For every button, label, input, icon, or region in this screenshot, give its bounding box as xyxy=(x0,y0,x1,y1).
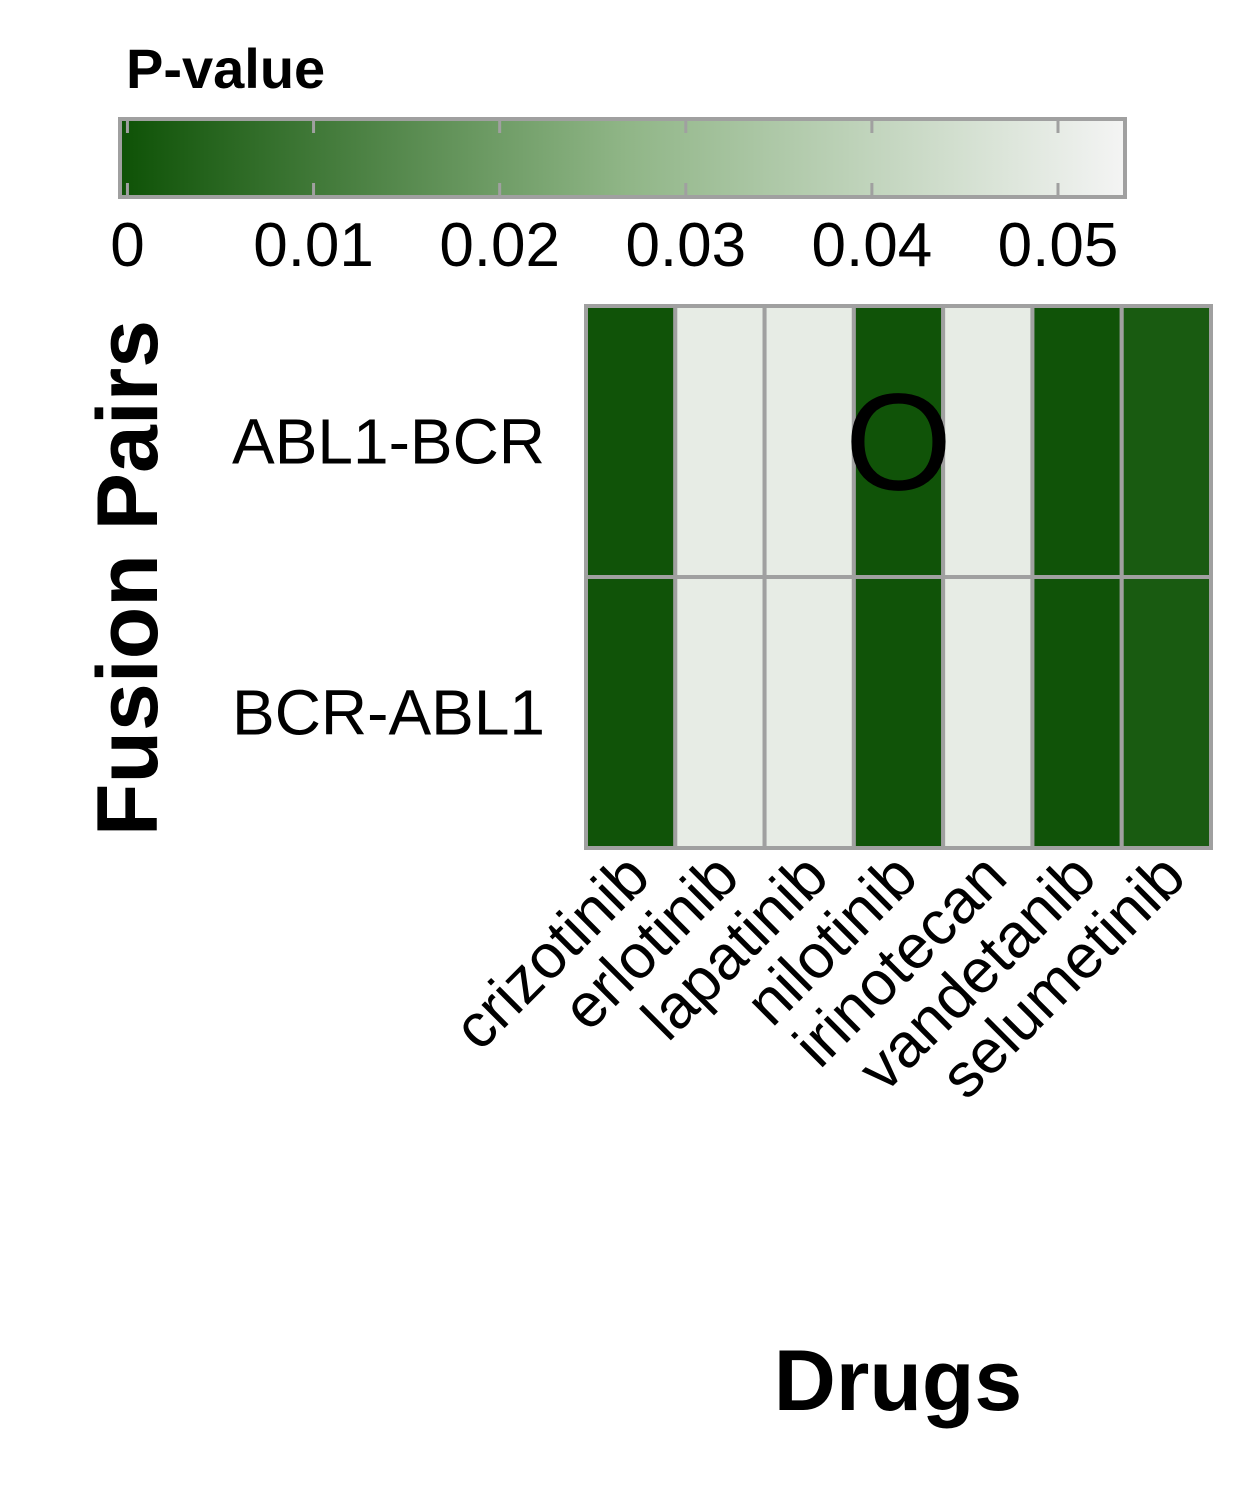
heatmap-cell xyxy=(1030,575,1124,850)
heatmap-cell xyxy=(1119,304,1213,579)
heatmap-cell xyxy=(584,575,678,850)
legend-tick-label: 0 xyxy=(110,211,144,280)
legend-tick-label: 0.03 xyxy=(625,211,746,280)
heatmap-cells xyxy=(584,304,1213,850)
heatmap-cell xyxy=(851,304,946,579)
y-tick-labels: ABL1-BCR BCR-ABL1 xyxy=(232,406,545,749)
x-axis-title: Drugs xyxy=(774,1333,1022,1429)
legend-tick-label: 0.04 xyxy=(812,211,933,280)
heatmap-cell xyxy=(762,575,856,850)
heatmap-cell xyxy=(1030,304,1124,579)
heatmap-annotations: O xyxy=(845,366,952,520)
color-legend: P-value 0 0.01 0.02 0.03 0.04 0.05 xyxy=(110,37,1127,280)
heatmap-cell xyxy=(941,575,1035,850)
heatmap-cell xyxy=(673,304,767,579)
cell-annotation: O xyxy=(845,366,952,520)
y-tick-label: ABL1-BCR xyxy=(232,406,545,478)
heatmap-cell xyxy=(584,304,678,579)
legend-tick-label: 0.01 xyxy=(253,211,374,280)
y-axis-title: Fusion Pairs xyxy=(80,320,176,836)
legend-colorbar xyxy=(118,117,1127,199)
heatmap-cell xyxy=(673,575,767,850)
x-tick-labels: crizotiniberlotiniblapatinibnilotinibiri… xyxy=(441,841,1198,1112)
heatmap-cell xyxy=(941,304,1035,579)
heatmap-cell xyxy=(762,304,856,579)
legend-tick-label: 0.02 xyxy=(439,211,560,280)
legend-ticks: 0 0.01 0.02 0.03 0.04 0.05 xyxy=(110,121,1118,280)
heatmap-cell xyxy=(851,575,946,850)
legend-tick-label: 0.05 xyxy=(998,211,1119,280)
y-tick-label: BCR-ABL1 xyxy=(232,677,545,749)
legend-title: P-value xyxy=(126,37,325,100)
heatmap-cell xyxy=(1119,575,1213,850)
